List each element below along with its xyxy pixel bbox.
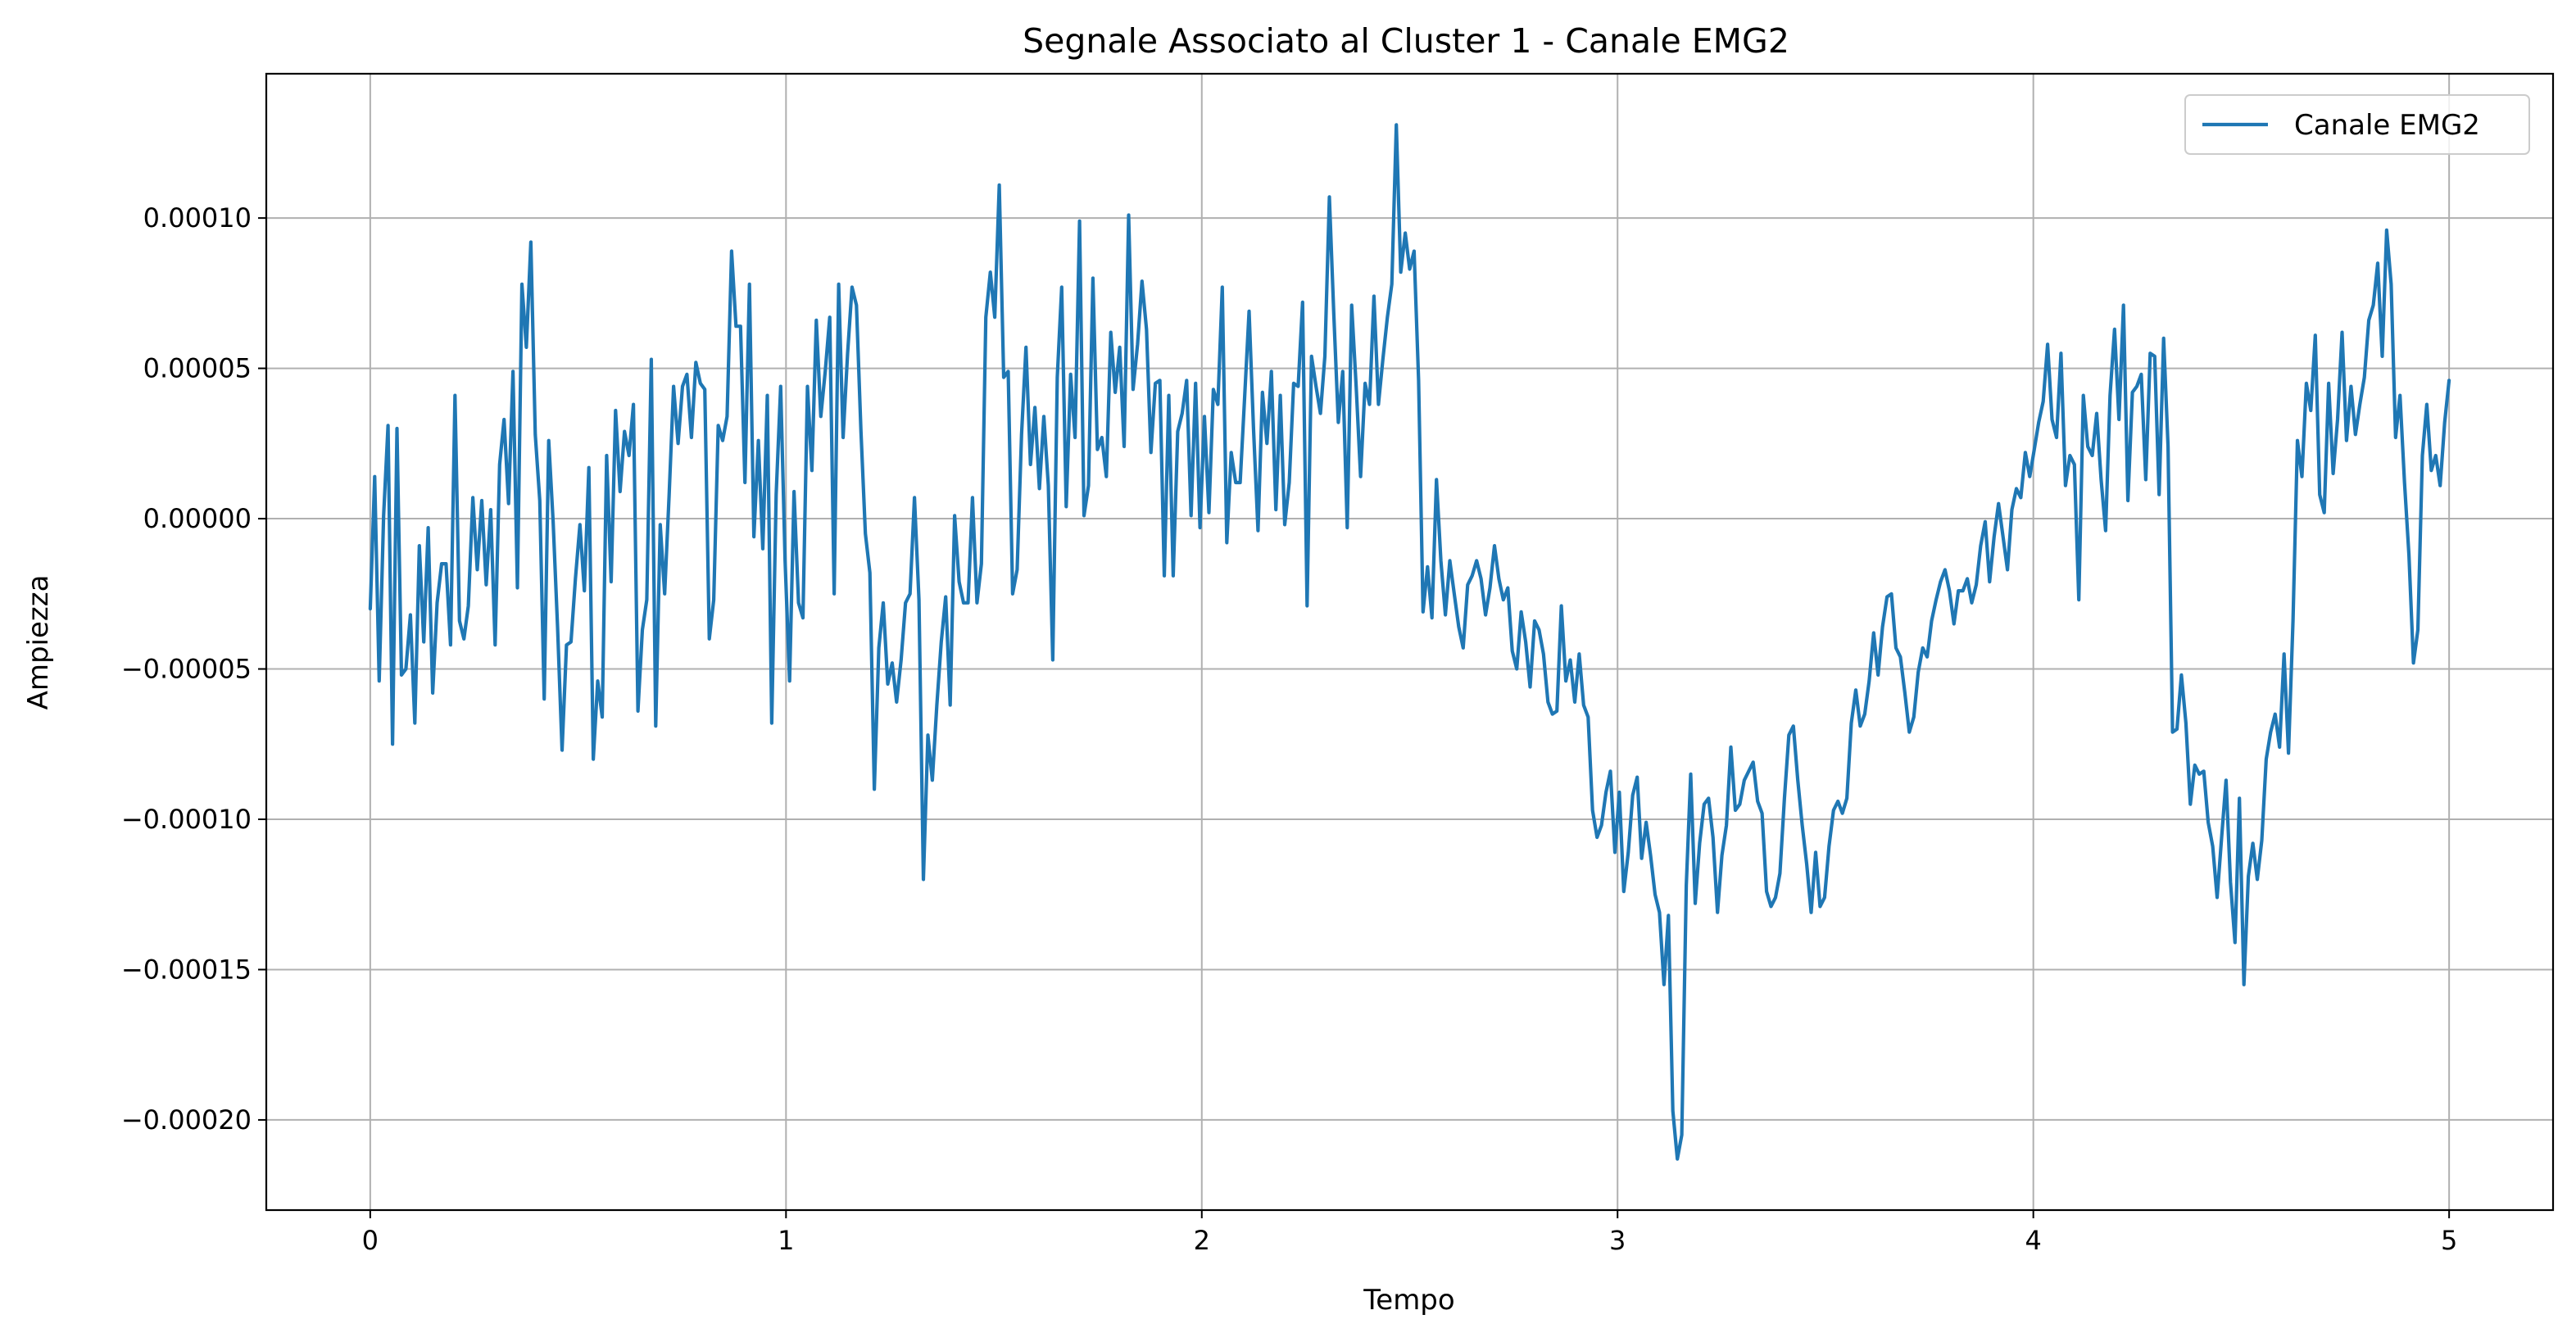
y-axis-label: Ampiezza [22,575,55,710]
x-tick-label: 2 [1194,1225,1210,1256]
x-axis: 0 1 2 3 4 5 [362,1210,2457,1256]
y-tick-label: 0.00005 [143,353,252,384]
x-tick-label: 5 [2441,1225,2457,1256]
x-tick-label: 3 [1609,1225,1626,1256]
y-tick-label: −0.00015 [121,954,252,985]
legend: Canale EMG2 [2184,94,2530,155]
y-tick-label: 0.00010 [143,202,252,233]
y-tick-label: 0.00000 [143,503,252,534]
x-tick-label: 1 [778,1225,794,1256]
y-tick-label: −0.00010 [121,804,252,835]
series-layer [368,123,2451,1161]
chart-title: Segnale Associato al Cluster 1 - Canale … [1023,21,1789,61]
legend-box [2184,94,2530,155]
legend-label: Canale EMG2 [2294,109,2480,142]
series-line-canale-emg2 [368,123,2451,1161]
x-axis-label: Tempo [1363,1284,1454,1317]
y-axis: 0.00010 0.00005 0.00000 −0.00005 −0.00010 −0.… [121,202,266,1136]
plot-area-frame [265,72,2555,1212]
x-tick-label: 4 [2025,1225,2042,1256]
x-tick-label: 0 [362,1225,379,1256]
y-tick-label: −0.00020 [121,1104,252,1136]
y-tick-label: −0.00005 [121,654,252,685]
